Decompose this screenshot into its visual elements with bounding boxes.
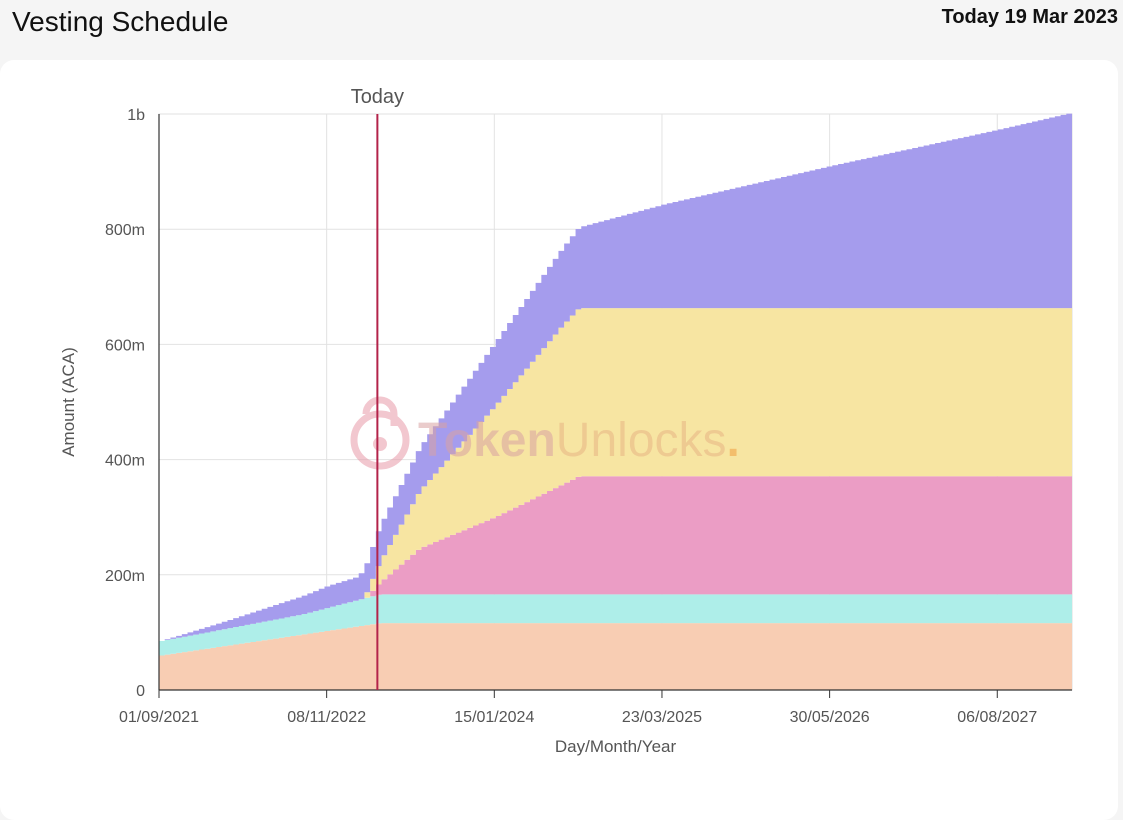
svg-text:TokenUnlocks.: TokenUnlocks. — [418, 414, 740, 467]
y-tick-label: 800m — [105, 222, 145, 239]
x-tick-label: 15/01/2024 — [454, 709, 534, 726]
y-axis-title: Amount (ACA) — [59, 347, 78, 457]
y-tick-label: 200m — [105, 568, 145, 585]
series-area-2 — [159, 594, 1072, 656]
x-tick-label: 08/11/2022 — [287, 709, 366, 726]
watermark-dot: . — [727, 414, 740, 467]
series-areas — [159, 112, 1072, 690]
x-tick-label: 06/08/2027 — [957, 709, 1037, 726]
axes: 0 200m 400m 600m 800m 1b 01/09/2021 08/11/2022 1… — [59, 107, 1072, 756]
x-axis-title: Day/Month/Year — [555, 737, 677, 756]
today-date: Today 19 Mar 2023 — [941, 6, 1118, 28]
watermark-text-token: Token — [418, 414, 556, 467]
y-tick-label: 1b — [127, 107, 145, 124]
watermark-text-unlocks: Unlocks — [556, 414, 727, 467]
y-tick-label: 400m — [105, 453, 145, 470]
series-area-5 — [159, 112, 1072, 642]
page-title: Vesting Schedule — [12, 6, 229, 37]
series-area-1 — [159, 623, 1072, 690]
watermark: TokenUnlocks. — [350, 396, 740, 470]
today-marker: Today — [351, 86, 404, 690]
series-area-4 — [159, 308, 1072, 642]
x-tick-label: 01/09/2021 — [119, 709, 199, 726]
y-tick-label: 0 — [136, 683, 145, 700]
x-tick-label: 23/03/2025 — [622, 709, 702, 726]
series-area-3 — [159, 476, 1072, 642]
y-tick-label: 600m — [105, 337, 145, 354]
x-tick-label: 30/05/2026 — [790, 709, 870, 726]
today-label: Today — [351, 86, 404, 108]
